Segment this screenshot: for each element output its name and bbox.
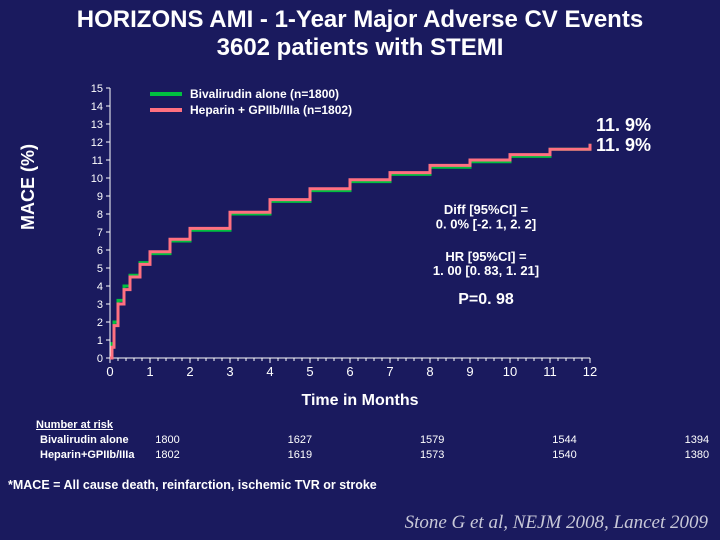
risk-cell bbox=[234, 433, 277, 448]
risk-cell: 1573 bbox=[409, 448, 455, 463]
risk-cell bbox=[498, 448, 541, 463]
svg-text:6: 6 bbox=[346, 364, 353, 379]
risk-header: Number at risk bbox=[36, 419, 113, 431]
slide-title: HORIZONS AMI - 1-Year Major Adverse CV E… bbox=[0, 0, 720, 63]
risk-cell: 1627 bbox=[277, 433, 323, 448]
risk-row-label: Heparin+GPIIb/IIIa bbox=[36, 448, 144, 463]
risk-cell bbox=[588, 448, 631, 463]
svg-text:Diff [95%CI] =: Diff [95%CI] = bbox=[444, 202, 529, 217]
svg-text:12: 12 bbox=[583, 364, 597, 379]
risk-cell: 1394 bbox=[674, 433, 720, 448]
table-row: Heparin+GPIIb/IIIa1802 1619 1573 1540 1380 bbox=[36, 448, 720, 463]
risk-cell bbox=[323, 448, 366, 463]
citation: Stone G et al, NEJM 2008, Lancet 2009 bbox=[405, 512, 708, 534]
table-row: Bivalirudin alone1800 1627 1579 1544 1394 bbox=[36, 433, 720, 448]
x-axis-label: Time in Months bbox=[0, 392, 720, 410]
risk-cell: 1802 bbox=[144, 448, 190, 463]
y-axis-label: MACE (%) bbox=[18, 144, 39, 230]
svg-text:6: 6 bbox=[97, 245, 103, 257]
risk-cell bbox=[631, 448, 674, 463]
risk-row-label: Bivalirudin alone bbox=[36, 433, 144, 448]
risk-cell: 1540 bbox=[541, 448, 587, 463]
risk-cell bbox=[455, 448, 498, 463]
svg-text:2: 2 bbox=[186, 364, 193, 379]
svg-text:3: 3 bbox=[97, 299, 103, 311]
risk-cell bbox=[366, 433, 409, 448]
risk-cell bbox=[366, 448, 409, 463]
risk-cell: 1579 bbox=[409, 433, 455, 448]
svg-text:5: 5 bbox=[97, 263, 103, 275]
svg-text:2: 2 bbox=[97, 317, 103, 329]
svg-text:11. 9%: 11. 9% bbox=[596, 135, 651, 155]
svg-text:9: 9 bbox=[97, 191, 103, 203]
svg-text:4: 4 bbox=[266, 364, 273, 379]
svg-text:9: 9 bbox=[466, 364, 473, 379]
risk-cell bbox=[588, 433, 631, 448]
svg-text:8: 8 bbox=[97, 209, 103, 221]
svg-text:3: 3 bbox=[226, 364, 233, 379]
svg-text:12: 12 bbox=[91, 137, 103, 149]
risk-cell: 1619 bbox=[277, 448, 323, 463]
svg-text:1: 1 bbox=[97, 335, 103, 347]
svg-text:5: 5 bbox=[306, 364, 313, 379]
svg-text:15: 15 bbox=[91, 83, 103, 95]
svg-text:4: 4 bbox=[97, 281, 103, 293]
svg-text:14: 14 bbox=[91, 101, 103, 113]
svg-text:10: 10 bbox=[91, 173, 103, 185]
svg-text:7: 7 bbox=[97, 227, 103, 239]
risk-cell bbox=[191, 433, 234, 448]
svg-text:Heparin + GPIIb/IIIa (n=1802): Heparin + GPIIb/IIIa (n=1802) bbox=[190, 103, 352, 117]
chart-area: 01234567891011121314150123456789101112Bi… bbox=[60, 80, 660, 380]
svg-text:0. 0% [-2. 1, 2. 2]: 0. 0% [-2. 1, 2. 2] bbox=[436, 216, 536, 231]
svg-text:7: 7 bbox=[386, 364, 393, 379]
svg-text:1: 1 bbox=[146, 364, 153, 379]
risk-cell bbox=[191, 448, 234, 463]
svg-text:11: 11 bbox=[543, 364, 557, 379]
risk-table: Bivalirudin alone18001627157915441394Hep… bbox=[36, 433, 720, 463]
svg-text:10: 10 bbox=[503, 364, 517, 379]
svg-text:11. 9%: 11. 9% bbox=[596, 115, 651, 135]
svg-text:Bivalirudin alone (n=1800): Bivalirudin alone (n=1800) bbox=[190, 87, 339, 101]
risk-cell bbox=[455, 433, 498, 448]
risk-cell: 1544 bbox=[541, 433, 587, 448]
title-line1: HORIZONS AMI - 1-Year Major Adverse CV E… bbox=[10, 6, 710, 34]
risk-cell bbox=[234, 448, 277, 463]
svg-text:1. 00 [0. 83, 1. 21]: 1. 00 [0. 83, 1. 21] bbox=[433, 263, 539, 278]
risk-cell bbox=[498, 433, 541, 448]
title-line2: 3602 patients with STEMI bbox=[10, 34, 710, 62]
svg-text:11: 11 bbox=[92, 155, 103, 167]
svg-text:P=0. 98: P=0. 98 bbox=[458, 291, 514, 308]
svg-text:HR [95%CI] =: HR [95%CI] = bbox=[445, 249, 527, 264]
risk-cell: 1800 bbox=[144, 433, 190, 448]
svg-text:8: 8 bbox=[426, 364, 433, 379]
svg-text:0: 0 bbox=[106, 364, 113, 379]
risk-cell bbox=[323, 433, 366, 448]
km-chart: 01234567891011121314150123456789101112Bi… bbox=[60, 80, 660, 380]
svg-text:13: 13 bbox=[91, 119, 103, 131]
svg-text:0: 0 bbox=[97, 353, 103, 365]
risk-cell: 1380 bbox=[674, 448, 720, 463]
footnote: *MACE = All cause death, reinfarction, i… bbox=[8, 478, 377, 492]
number-at-risk: Number at risk Bivalirudin alone1800 1627… bbox=[36, 418, 720, 463]
risk-cell bbox=[631, 433, 674, 448]
